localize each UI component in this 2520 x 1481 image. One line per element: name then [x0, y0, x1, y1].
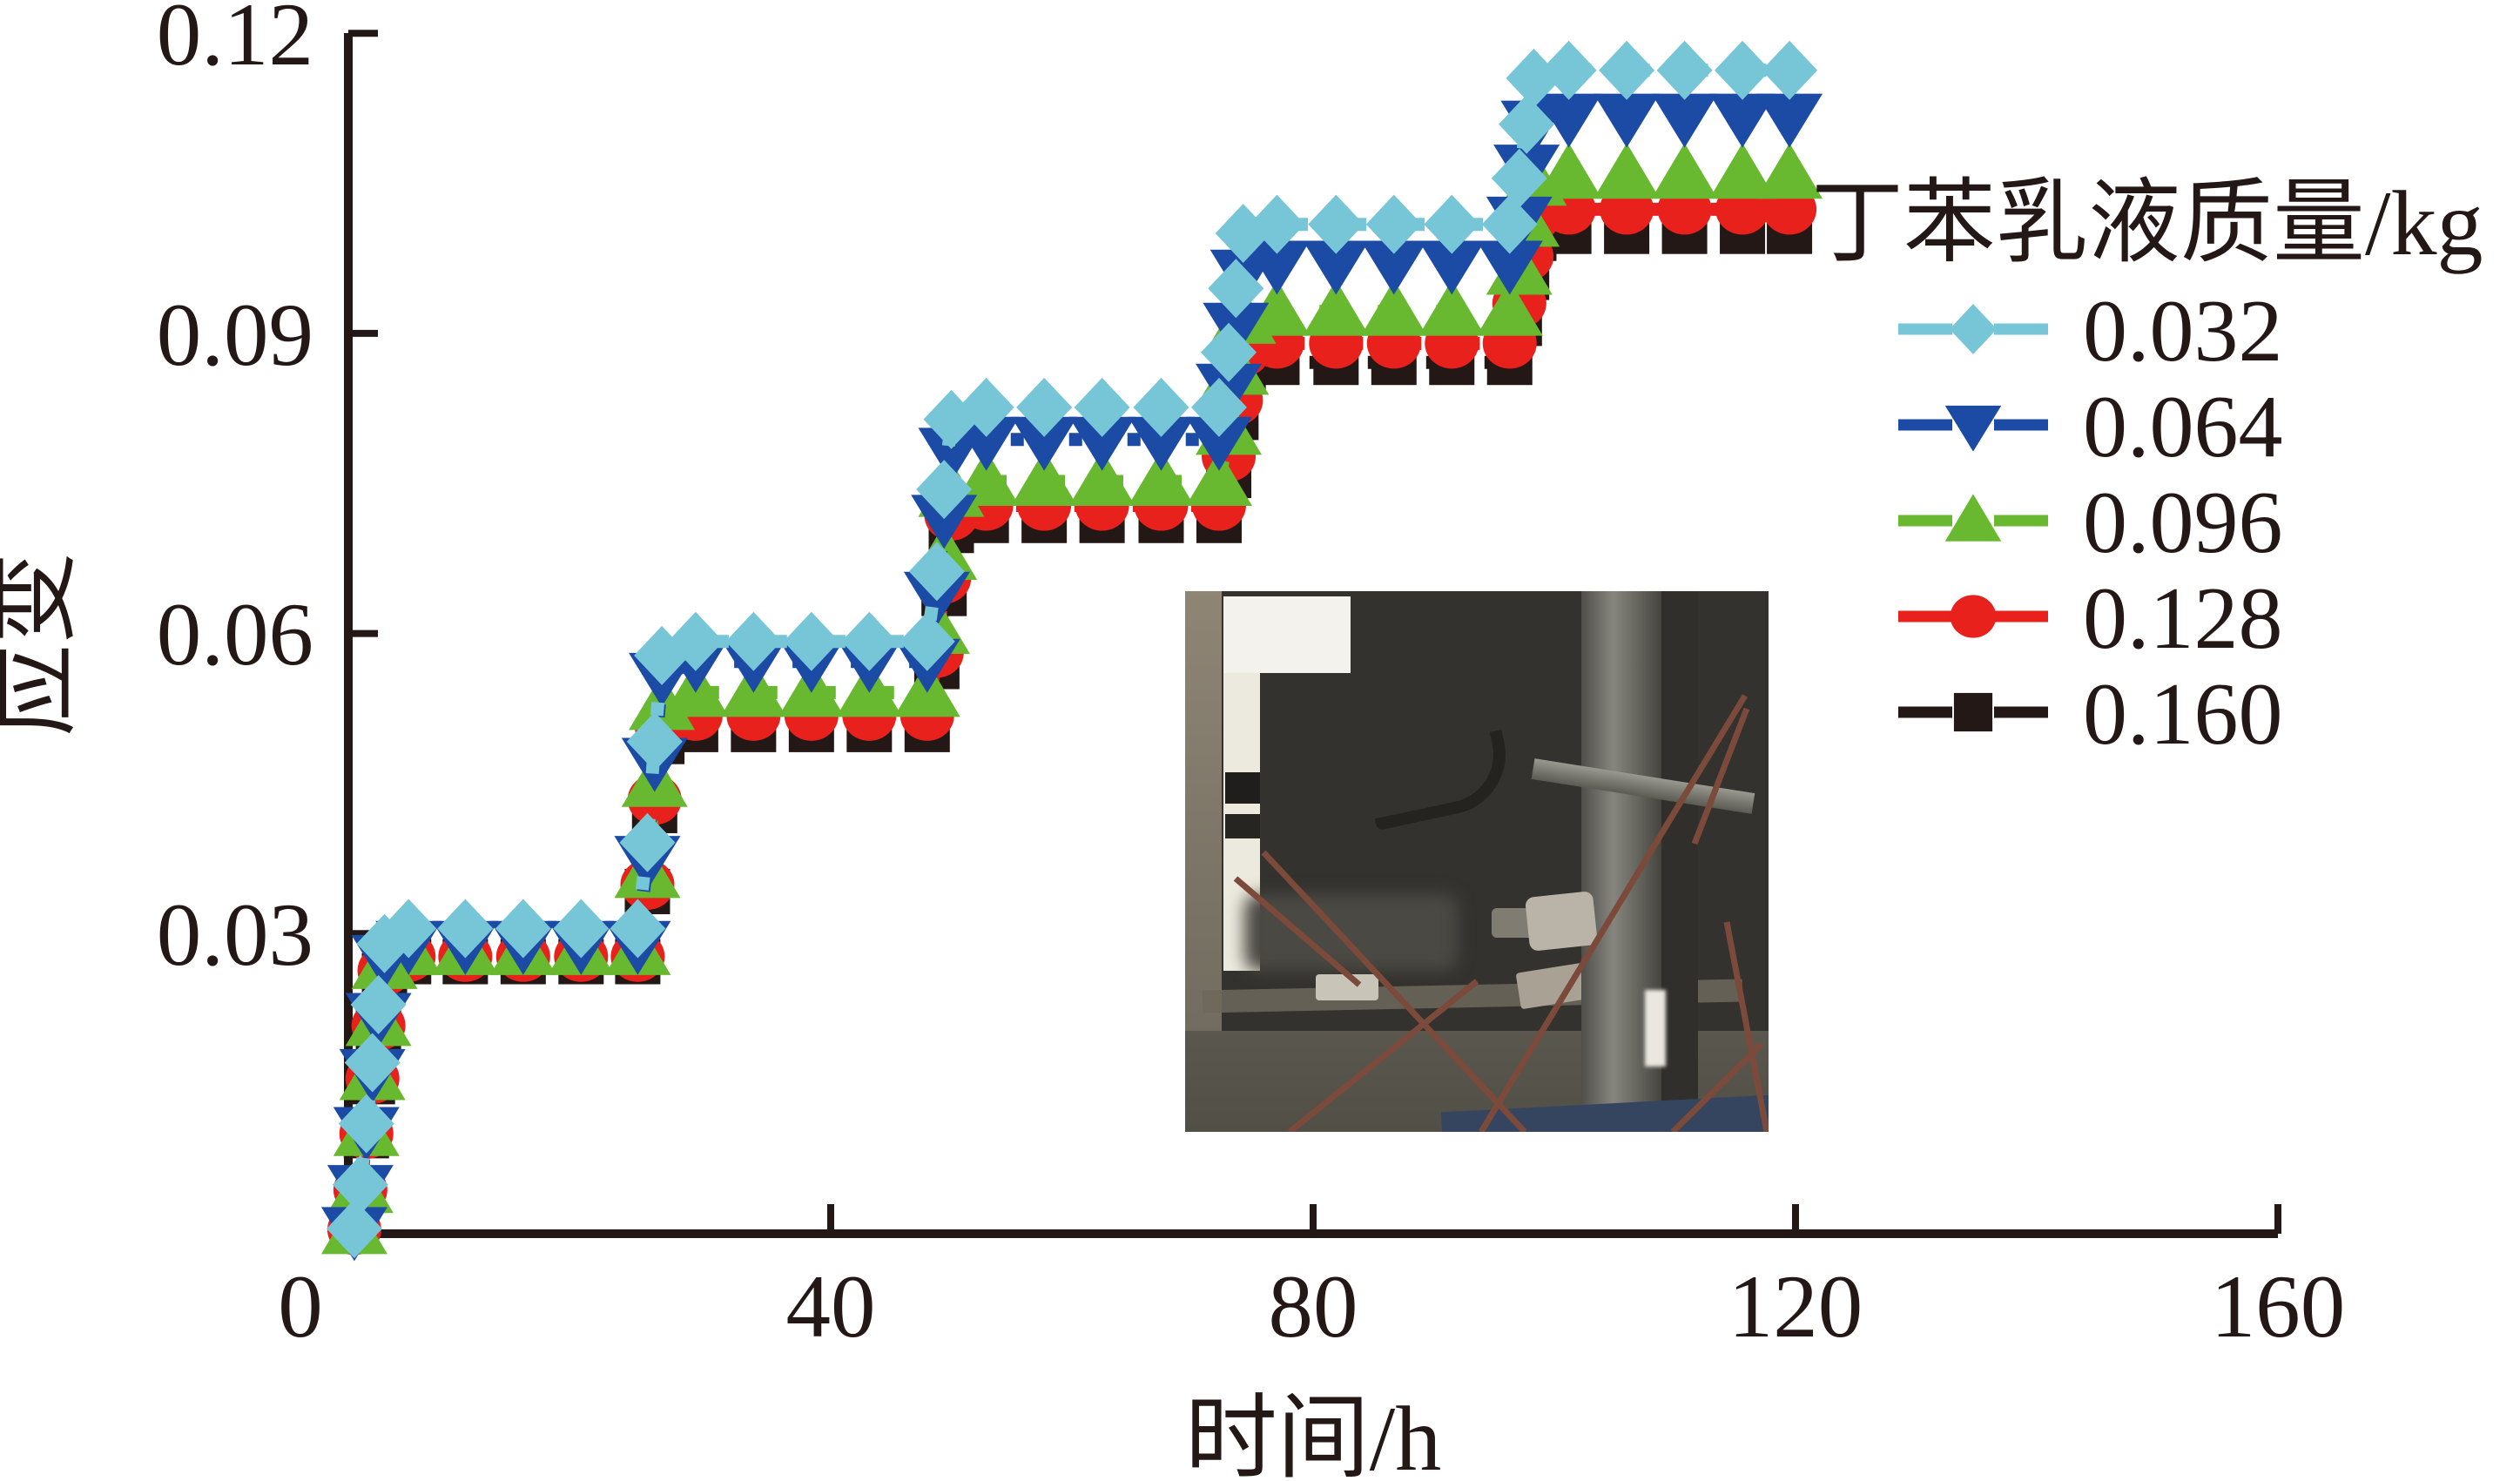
- photo-white-label: [1223, 596, 1351, 673]
- inset-photo-apparatus: [1185, 591, 1769, 1132]
- legend-item-0.128: [1898, 595, 2048, 638]
- legend-item-0.160: [1898, 692, 2048, 732]
- legend-symbols: [1898, 304, 2048, 732]
- legend-item-0.096: [1898, 494, 2048, 542]
- legend-item-0.032: [1898, 304, 2048, 354]
- photo-clip-mark: [1225, 772, 1260, 804]
- legend-label-0160: 0.160: [2083, 665, 2283, 764]
- legend-label-0096: 0.096: [2083, 474, 2283, 572]
- data-series: [320, 40, 1823, 1262]
- x-tick-label-0: 0: [278, 1257, 323, 1356]
- y-tick-label-009: 0.09: [157, 286, 313, 385]
- photo-highlight: [1645, 990, 1666, 1067]
- legend-label-0128: 0.128: [2083, 569, 2283, 668]
- y-tick-label-003: 0.03: [157, 885, 313, 985]
- photo-wires: [1233, 694, 1769, 1132]
- x-tick-label-40: 40: [786, 1257, 876, 1356]
- legend-title: 丁苯乳液质量/kg: [1811, 172, 2483, 274]
- x-axis-title: 时间/h: [1185, 1388, 1441, 1481]
- photo-clip-mark: [1225, 814, 1260, 838]
- x-tick-label-120: 120: [1728, 1257, 1863, 1356]
- y-axis-title: 应变: [0, 552, 85, 737]
- photo-smudge: [1244, 894, 1458, 971]
- x-tick-label-80: 80: [1269, 1257, 1358, 1356]
- photo-column-shadow: [1661, 591, 1698, 1132]
- y-tick-label-012: 0.12: [157, 0, 313, 84]
- y-tick-label-006: 0.06: [157, 585, 313, 684]
- axes: [344, 30, 2281, 1238]
- legend-label-0064: 0.064: [2083, 378, 2283, 476]
- photo-bright-tab: [1316, 974, 1378, 1000]
- legend-item-0.064: [1898, 405, 2048, 452]
- series-0.032: [326, 40, 1818, 1259]
- x-tick-label-160: 160: [2211, 1257, 2346, 1356]
- legend-label-0032: 0.032: [2083, 282, 2283, 380]
